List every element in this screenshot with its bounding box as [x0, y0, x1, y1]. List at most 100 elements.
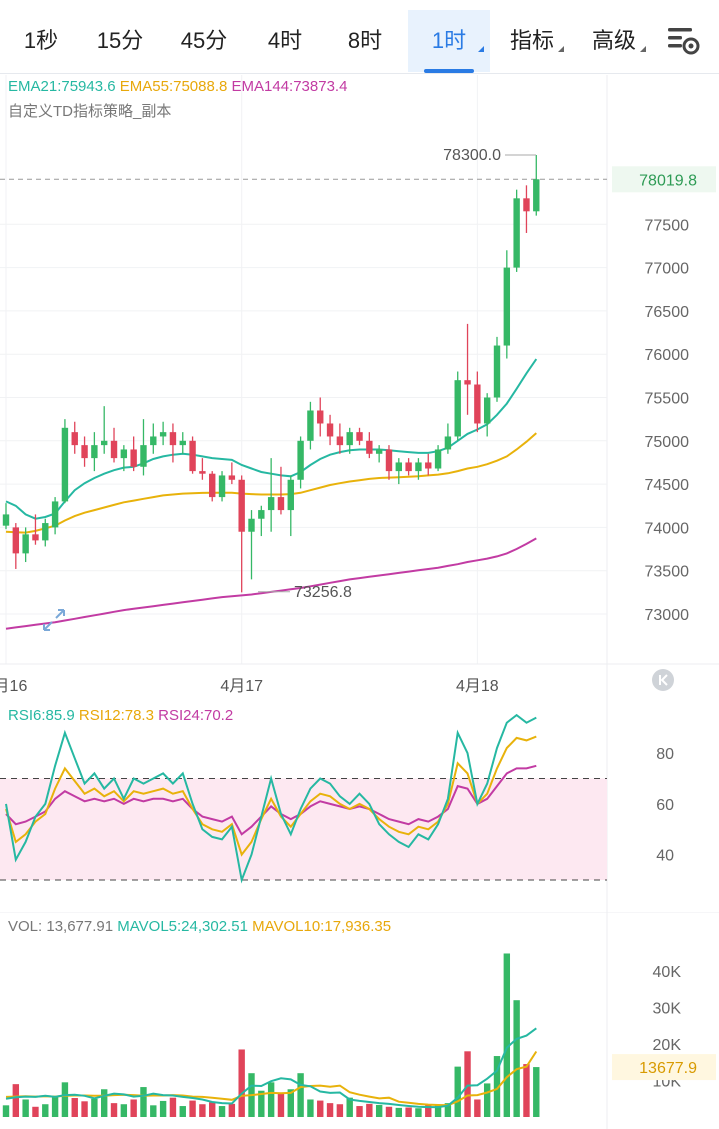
candle-body — [3, 514, 9, 525]
candle-body — [307, 410, 313, 440]
candle-body — [513, 198, 519, 267]
candle-body — [170, 432, 176, 445]
volume-bar — [533, 1067, 539, 1117]
volume-bar — [121, 1104, 127, 1117]
tab-5[interactable]: 1时 — [408, 10, 490, 72]
candle — [523, 185, 529, 233]
volume-bar — [396, 1108, 402, 1117]
candle-body — [209, 474, 215, 497]
volume-bar — [386, 1107, 392, 1117]
expand-arrow — [44, 610, 64, 630]
candle — [307, 402, 313, 450]
volume-bar — [81, 1101, 87, 1117]
volume-bar — [101, 1089, 107, 1117]
volume-bar — [189, 1101, 195, 1117]
candle-body — [523, 198, 529, 211]
candle-body — [504, 268, 510, 346]
rsi-tick-label: 80 — [656, 746, 674, 763]
tab-2[interactable]: 45分 — [166, 10, 242, 72]
candle — [474, 372, 480, 433]
price-tick-label: 73000 — [645, 607, 690, 624]
candle-body — [425, 462, 431, 468]
tab-3[interactable]: 4时 — [250, 10, 320, 72]
candle — [170, 423, 176, 462]
candle — [464, 324, 470, 415]
candle-body — [180, 441, 186, 445]
candle — [101, 406, 107, 454]
candle-body — [130, 449, 136, 466]
expand-arrows-icon[interactable] — [44, 610, 64, 630]
volume-bar — [22, 1099, 28, 1117]
candle — [72, 422, 78, 454]
candle-body — [13, 527, 19, 553]
candle — [405, 458, 411, 475]
candle-body — [376, 449, 382, 453]
candle-body — [52, 501, 58, 527]
candle — [199, 458, 205, 480]
candle — [219, 471, 225, 501]
candle-body — [415, 462, 421, 471]
volume-bar — [376, 1105, 382, 1117]
tab-6[interactable]: 指标 — [494, 10, 570, 72]
candle-body — [494, 346, 500, 398]
candle-body — [150, 436, 156, 445]
price-tick-label: 76500 — [645, 304, 690, 321]
volume-bar — [366, 1104, 372, 1117]
volume-bar — [180, 1106, 186, 1117]
rsi-tick-label: 40 — [656, 848, 674, 865]
candle — [13, 523, 19, 569]
candle-body — [248, 519, 254, 532]
scroll-to-latest-icon[interactable] — [652, 669, 674, 691]
ema144-line — [6, 538, 536, 628]
tab-0[interactable]: 1秒 — [6, 10, 76, 72]
candle — [494, 337, 500, 402]
candle-body — [62, 428, 68, 502]
volume-bar — [32, 1107, 38, 1117]
candle — [504, 250, 510, 358]
candle-body — [317, 410, 323, 423]
volume-bar — [199, 1104, 205, 1117]
candle-body — [366, 441, 372, 454]
volume-bar — [297, 1073, 303, 1117]
candle-body — [347, 432, 353, 445]
volume-bar — [160, 1101, 166, 1117]
candle — [386, 445, 392, 480]
tab-4[interactable]: 8时 — [330, 10, 400, 72]
candle — [209, 471, 215, 501]
dropdown-corner-icon — [478, 46, 484, 52]
rsi-chart[interactable]: 40 60 80 — [0, 703, 719, 913]
tab-1[interactable]: 15分 — [82, 10, 158, 72]
candle — [229, 462, 235, 484]
candle-body — [229, 475, 235, 479]
volume-bar — [91, 1099, 97, 1117]
candle-body — [474, 385, 480, 424]
candle — [533, 155, 539, 216]
candle-body — [327, 423, 333, 436]
candle-body — [445, 436, 451, 449]
tab-7[interactable]: 高级 — [576, 10, 652, 72]
candle — [258, 506, 264, 536]
rsi-band — [0, 779, 607, 881]
volume-bar — [523, 1064, 529, 1117]
candlestick-chart[interactable]: 73000 73500 74000 74500 75000 75500 76000 76500… — [0, 75, 719, 703]
chart-settings-icon[interactable] — [664, 24, 704, 60]
candle — [150, 423, 156, 453]
rsi-tick-label: 60 — [656, 797, 674, 814]
dropdown-corner-icon — [640, 46, 646, 52]
candle-body — [435, 449, 441, 468]
price-tick-label: 74500 — [645, 477, 690, 494]
candle-body — [101, 441, 107, 445]
last-price-label: 78019.8 — [639, 172, 697, 189]
date-label: 4月18 — [456, 678, 499, 695]
volume-bar — [219, 1106, 225, 1117]
candle-body — [160, 432, 166, 436]
tab-label: 4时 — [268, 28, 302, 53]
candle — [140, 419, 146, 475]
volume-bar — [130, 1099, 136, 1117]
candle — [435, 445, 441, 471]
candle — [297, 436, 303, 488]
price-tick-label: 74000 — [645, 520, 690, 537]
interval-tab-bar: 1秒 15分 45分 4时 8时 1时 指标 高级 — [0, 0, 719, 74]
candle-body — [238, 480, 244, 532]
